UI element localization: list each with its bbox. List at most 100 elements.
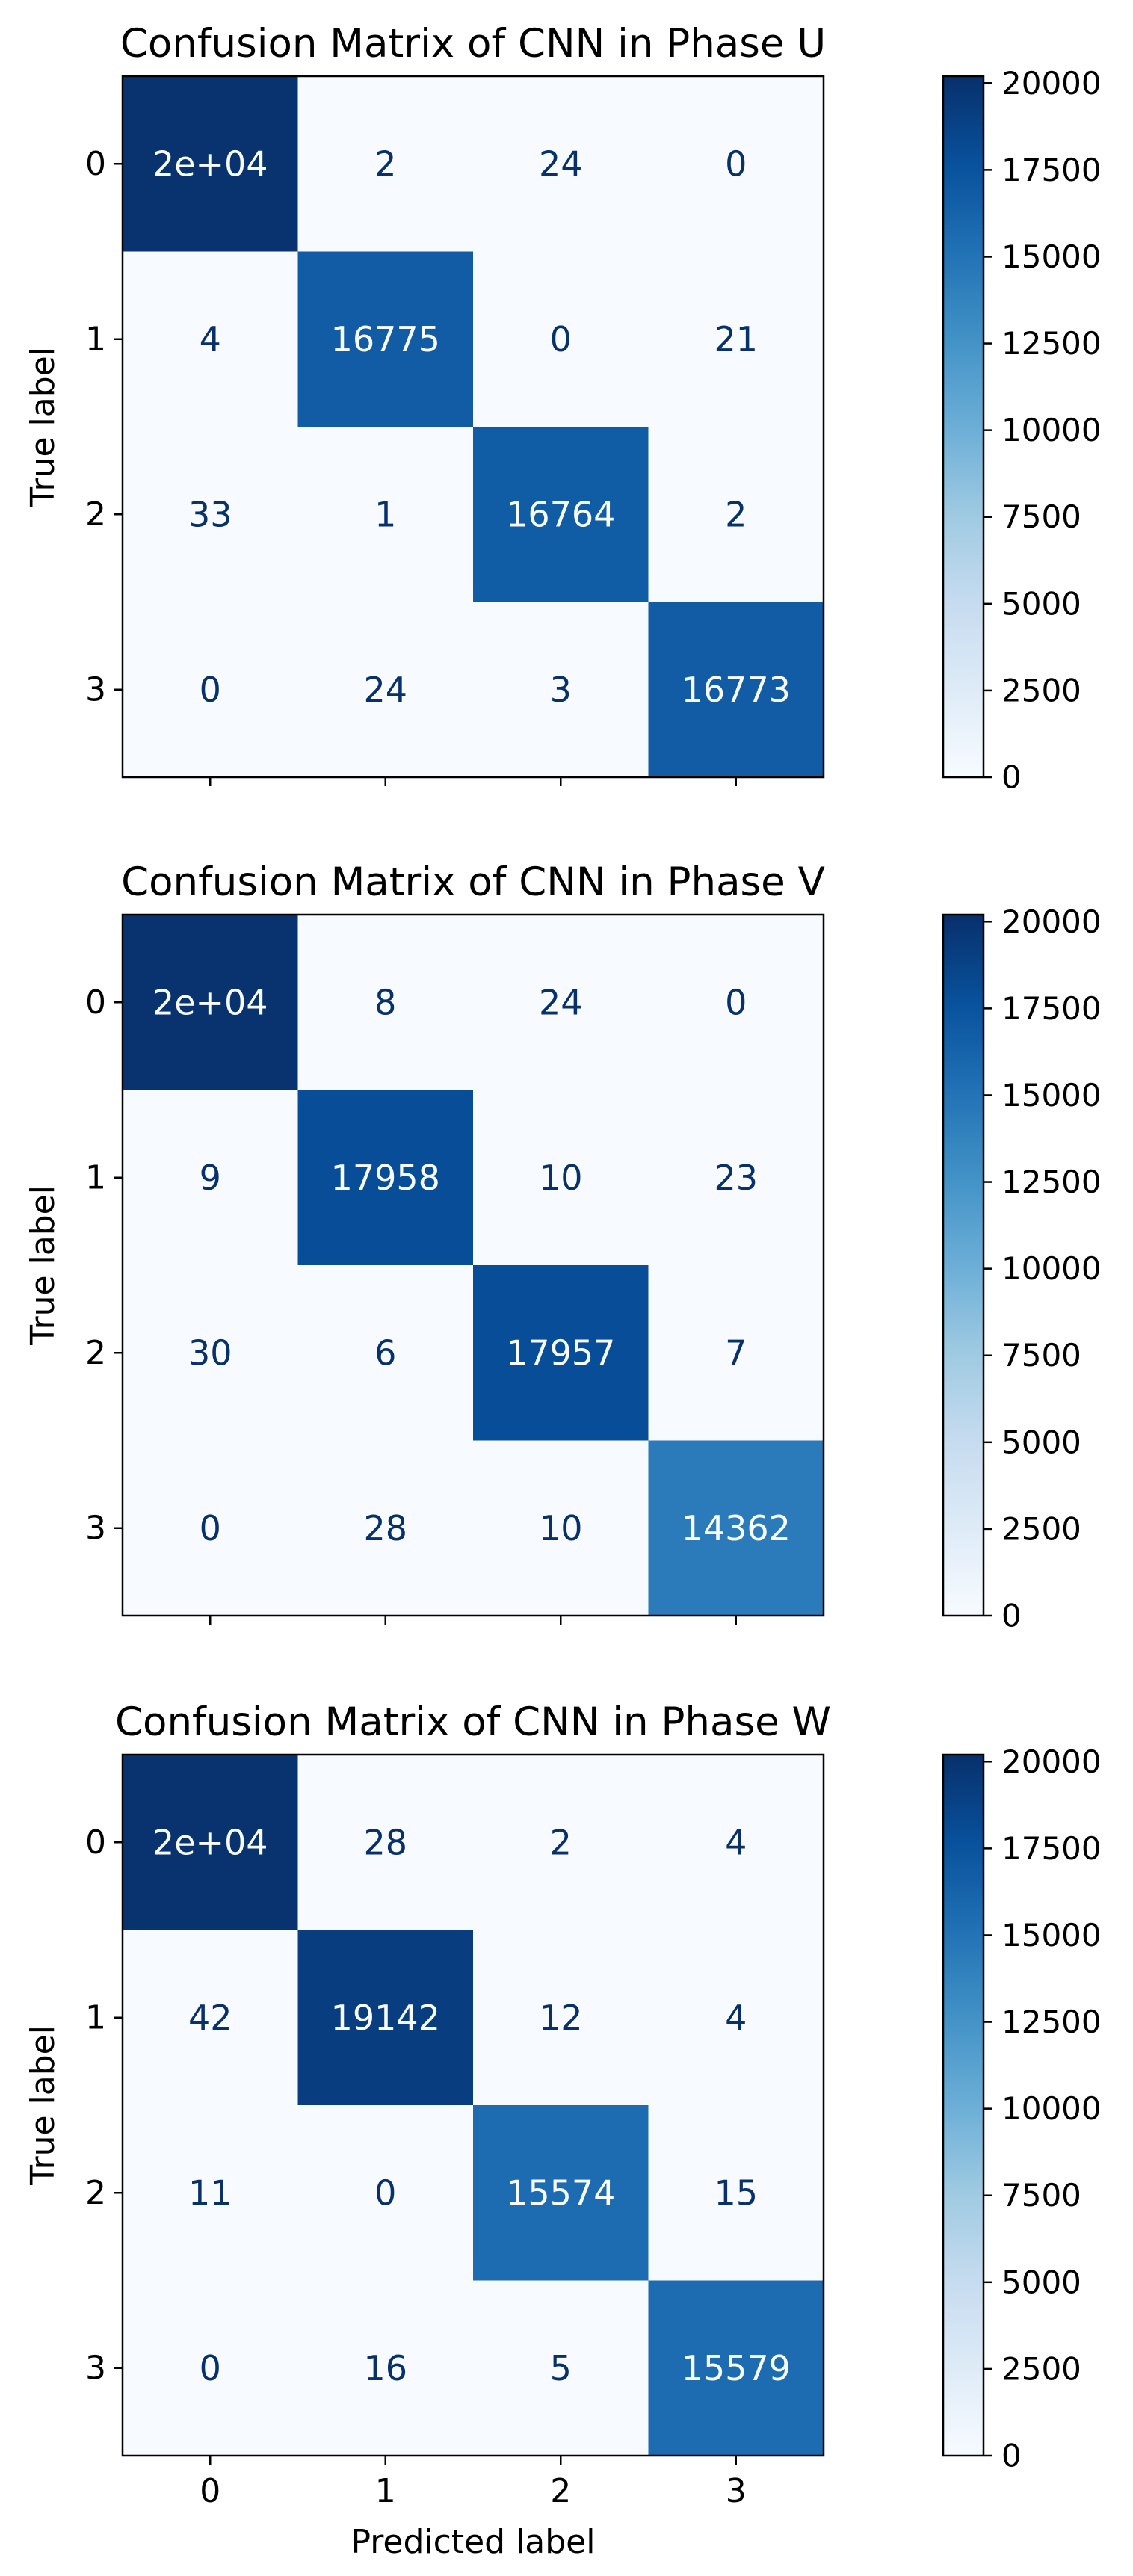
heatmap-cell [648, 1265, 824, 1441]
y-tick-label: 0 [85, 1823, 106, 1862]
y-tick-label: 3 [85, 1509, 106, 1547]
heatmap-cell [473, 251, 649, 427]
cell-value-label: 4 [725, 1822, 747, 1862]
heatmap-cell [473, 427, 649, 602]
heatmap-cell [297, 2105, 474, 2281]
heatmap-cell [648, 2280, 824, 2456]
cell-value-label: 15574 [506, 2172, 615, 2213]
colorbar-tick-label: 17500 [1001, 990, 1102, 1027]
colorbar-tick-label: 10000 [1001, 412, 1102, 448]
axes-frame [121, 1753, 825, 2457]
colorbar-tick-label: 0 [1001, 759, 1022, 796]
heatmap-cell [123, 1265, 298, 1441]
heatmap-cell [123, 427, 298, 602]
x-tick-label: 0 [200, 2472, 220, 2510]
colorbar-tick-label: 7500 [1001, 1337, 1081, 1374]
colorbar-tick-label: 12500 [1001, 1164, 1102, 1200]
confusion-matrix-panel-1: Confusion Matrix of CNN in Phase V 2e+04 8… [24, 859, 1102, 1634]
cell-value-label: 24 [363, 670, 407, 710]
cell-value-label: 8 [374, 982, 396, 1022]
y-tick-label: 1 [85, 320, 106, 358]
y-tick-label: 2 [85, 495, 106, 534]
colorbar-tick-label: 5000 [1001, 1424, 1081, 1460]
cell-value-label: 10 [539, 1158, 583, 1198]
heatmap-cell [297, 1265, 474, 1441]
cell-value-label: 17958 [331, 1158, 440, 1198]
y-axis-label: True label [24, 1185, 62, 1346]
heatmap-cell [648, 1440, 824, 1616]
colorbar-tick-label: 2500 [1001, 2350, 1081, 2387]
cell-value-label: 0 [374, 2172, 396, 2213]
colorbar-tick-label: 7500 [1001, 498, 1081, 535]
cell-value-label: 2e+04 [152, 1822, 268, 1862]
cell-value-label: 10 [539, 1508, 583, 1548]
cell-value-label: 15 [714, 2172, 758, 2213]
cell-value-label: 0 [725, 143, 747, 184]
cell-value-label: 30 [188, 1332, 232, 1373]
cell-value-label: 16773 [682, 670, 791, 710]
y-tick-label: 2 [85, 2174, 106, 2212]
cell-value-label: 7 [725, 1332, 747, 1373]
cell-value-label: 2e+04 [152, 143, 268, 184]
y-tick-label: 0 [85, 145, 106, 183]
y-axis-label: True label [24, 2025, 62, 2186]
heatmap-cell [297, 915, 474, 1090]
colorbar [942, 913, 985, 1617]
cell-value-label: 0 [725, 982, 747, 1022]
cell-value-label: 4 [725, 1998, 747, 2038]
cell-value-label: 0 [200, 2348, 221, 2388]
colorbar-tick-label: 5000 [1001, 2264, 1081, 2300]
cell-value-label: 21 [714, 319, 758, 359]
colorbar [942, 1753, 985, 2457]
chart-title: Confusion Matrix of CNN in Phase U [120, 21, 826, 67]
cell-value-label: 33 [188, 494, 232, 534]
heatmap-cell [473, 1265, 649, 1441]
colorbar-tick-label: 7500 [1001, 2177, 1081, 2214]
heatmap-cell [648, 427, 824, 602]
y-axis-label: True label [24, 347, 62, 507]
chart-title: Confusion Matrix of CNN in Phase V [121, 859, 825, 905]
heatmap-cell [123, 1440, 298, 1616]
heatmap-cell [297, 251, 474, 427]
heatmap-cell [123, 1090, 298, 1266]
heatmap-cell [123, 1755, 298, 1930]
cell-value-label: 3 [550, 670, 572, 710]
heatmap-cell [297, 76, 474, 252]
colorbar-tick-label: 2500 [1001, 672, 1081, 708]
heatmap-cell [473, 1930, 649, 2106]
cell-value-label: 14362 [682, 1508, 791, 1548]
cell-value-label: 6 [374, 1332, 396, 1373]
y-tick-label: 3 [85, 2349, 106, 2387]
colorbar-tick-label: 10000 [1001, 1250, 1102, 1287]
cell-value-label: 16 [363, 2348, 407, 2388]
cell-value-label: 28 [363, 1822, 407, 1862]
heatmap-cell [473, 602, 649, 778]
colorbar-tick-label: 17500 [1001, 152, 1102, 188]
colorbar-tick-label: 12500 [1001, 325, 1102, 362]
cell-value-label: 42 [188, 1998, 232, 2038]
heatmap-cell [123, 1930, 298, 2106]
heatmap-cell [473, 1440, 649, 1616]
heatmap-cell [297, 1090, 474, 1266]
y-tick-label: 0 [85, 983, 106, 1022]
cell-value-label: 5 [550, 2348, 572, 2388]
heatmap-cell [473, 2105, 649, 2281]
x-tick-label: 3 [726, 2472, 747, 2510]
colorbar-tick-label: 2500 [1001, 1510, 1081, 1547]
colorbar-tick-label: 15000 [1001, 1077, 1102, 1114]
cell-value-label: 9 [200, 1158, 221, 1198]
cell-value-label: 2 [374, 143, 396, 184]
chart-title: Confusion Matrix of CNN in Phase W [115, 1699, 831, 1745]
heatmap-cell [123, 2105, 298, 2281]
heatmap-cell [123, 251, 298, 427]
y-tick-label: 1 [85, 1998, 106, 2036]
heatmap-cell [123, 915, 298, 1090]
heatmap-cell [123, 2280, 298, 2456]
cell-value-label: 2 [725, 494, 747, 534]
cell-value-label: 23 [714, 1158, 758, 1198]
cell-value-label: 24 [539, 143, 583, 184]
cell-value-label: 4 [200, 319, 221, 359]
y-tick-label: 3 [85, 670, 106, 708]
colorbar-tick-label: 20000 [1001, 1743, 1102, 1780]
cell-value-label: 0 [200, 1508, 221, 1548]
